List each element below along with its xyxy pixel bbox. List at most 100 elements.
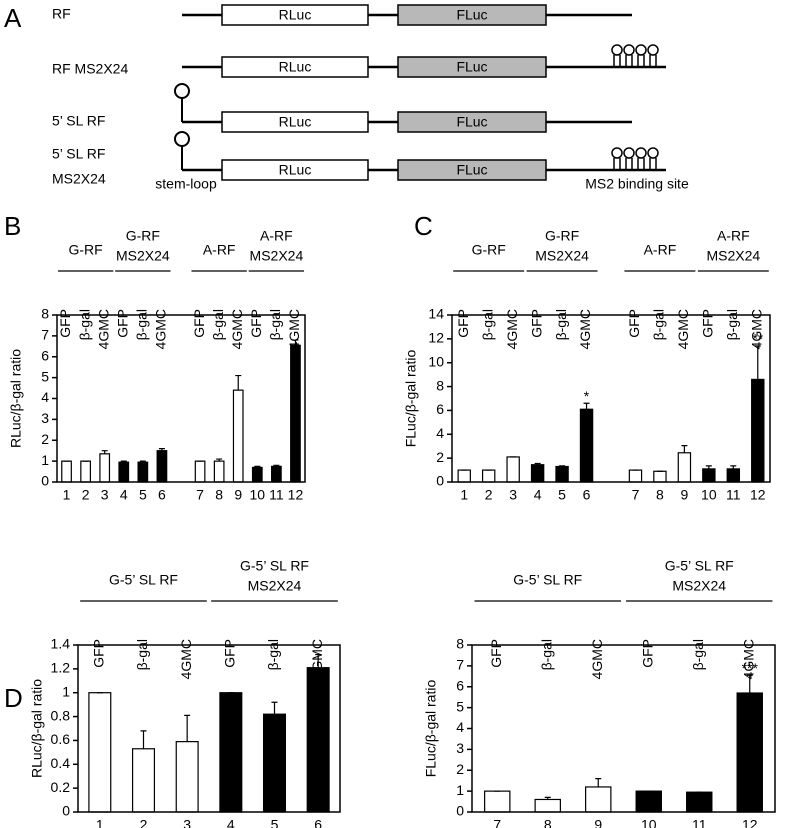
x-tick-label: 3 <box>509 487 517 503</box>
group-label: MS2X24 <box>248 578 302 594</box>
bar-label: GFP <box>191 309 207 338</box>
error-bar <box>681 445 688 453</box>
bar-label: 4GMC <box>589 639 605 679</box>
y-axis-label: RLuc/β-gal ratio <box>8 349 24 448</box>
group-label: MS2X24 <box>706 248 760 264</box>
x-tick-label: 2 <box>485 487 493 503</box>
bar <box>131 748 156 813</box>
bar <box>686 791 713 813</box>
significance: * <box>584 388 590 404</box>
fluc-label: FLuc <box>456 7 487 23</box>
bar <box>213 460 225 483</box>
x-tick-label: 8 <box>215 487 223 503</box>
bar-label: 4GMC <box>577 309 593 349</box>
group-label: MS2X24 <box>116 248 170 264</box>
bar-label: GFP <box>57 309 73 338</box>
bar-label: 4GMC <box>229 309 245 349</box>
x-tick-label: 5 <box>558 487 566 503</box>
x-tick-label: 6 <box>314 817 322 828</box>
x-tick-label: 2 <box>140 817 148 828</box>
group-label: A-RF <box>203 242 236 258</box>
panel-letter: B <box>4 211 21 241</box>
bar <box>506 456 520 483</box>
error-bar <box>271 701 278 715</box>
bar <box>118 461 130 483</box>
x-tick-label: 6 <box>158 487 166 503</box>
bar <box>80 460 91 483</box>
error-bar <box>754 345 761 380</box>
x-tick-label: 11 <box>269 487 284 503</box>
bar <box>219 692 243 813</box>
bar <box>156 450 168 483</box>
y-tick-label: 6 <box>436 401 444 417</box>
bar-label: 4GMC <box>504 309 520 349</box>
error-bar <box>139 460 146 463</box>
bar-label: 4GMC <box>95 309 111 349</box>
x-tick-label: 11 <box>726 487 741 503</box>
plot-frame <box>471 644 776 813</box>
y-axis-label: FLuc/β-gal ratio <box>403 350 419 448</box>
y-tick-label: 3 <box>456 740 464 756</box>
y-tick-label: 7 <box>456 657 464 673</box>
bar-label: GFP <box>700 309 716 338</box>
group-label: MS2X24 <box>672 578 726 594</box>
y-tick-label: 1 <box>456 782 464 798</box>
bar-label: β-gal <box>210 309 226 340</box>
bar <box>635 790 662 813</box>
group-label: G-RF <box>69 242 103 258</box>
significance: ** <box>752 331 763 347</box>
y-tick-label: 0 <box>62 803 70 819</box>
bar <box>271 465 282 483</box>
x-tick-label: 1 <box>460 487 468 503</box>
bar <box>736 692 763 813</box>
construct-label: 5’ SL RF <box>52 146 105 162</box>
fluc-label: FLuc <box>456 59 487 75</box>
bar-label: GFP <box>488 639 504 668</box>
group-label: G-RF <box>126 228 160 244</box>
fluc-box <box>397 4 547 26</box>
rluc-label: RLuc <box>279 7 312 23</box>
x-tick-label: 8 <box>656 487 664 503</box>
error-bar <box>534 462 541 465</box>
bar <box>579 408 594 483</box>
y-tick-label: 0.6 <box>51 731 71 747</box>
y-tick-label: 1 <box>41 452 49 468</box>
group-label: MS2X24 <box>250 248 304 264</box>
bar-label: β-gal <box>134 639 150 670</box>
y-tick-label: 8 <box>436 377 444 393</box>
y-tick-label: 6 <box>41 347 49 363</box>
error-bar <box>583 402 590 410</box>
error-bar <box>235 374 242 391</box>
group-label: A-RF <box>717 228 750 244</box>
rluc-box <box>221 56 369 78</box>
fluc-box <box>397 56 547 78</box>
bar <box>530 464 545 483</box>
bar <box>555 465 569 483</box>
bar-label: GFP <box>114 309 130 338</box>
x-tick-label: 7 <box>196 487 204 503</box>
group-label: G-5’ SL RF <box>513 572 582 588</box>
bar <box>262 713 287 813</box>
error-bar <box>158 448 165 451</box>
bar <box>61 460 72 483</box>
rluc-box <box>221 4 369 26</box>
bar-label: β-gal <box>553 309 569 340</box>
ms2-loop <box>623 147 635 159</box>
bar-label: GFP <box>639 639 655 668</box>
bar <box>137 461 149 483</box>
x-tick-label: 7 <box>632 487 640 503</box>
plot-frame <box>77 644 341 813</box>
bar-label: β-gal <box>724 309 740 340</box>
x-tick-label: 12 <box>288 487 304 503</box>
error-bar <box>292 339 299 346</box>
x-tick-label: 11 <box>692 817 707 828</box>
plot-frame <box>56 314 306 483</box>
ms2-loop <box>647 44 659 56</box>
bar <box>306 667 330 813</box>
group-label: A-RF <box>260 228 293 244</box>
x-tick-label: 4 <box>227 817 235 828</box>
x-tick-label: 8 <box>544 817 552 828</box>
bar <box>653 470 667 483</box>
y-tick-label: 4 <box>456 719 464 735</box>
bar <box>702 468 716 483</box>
